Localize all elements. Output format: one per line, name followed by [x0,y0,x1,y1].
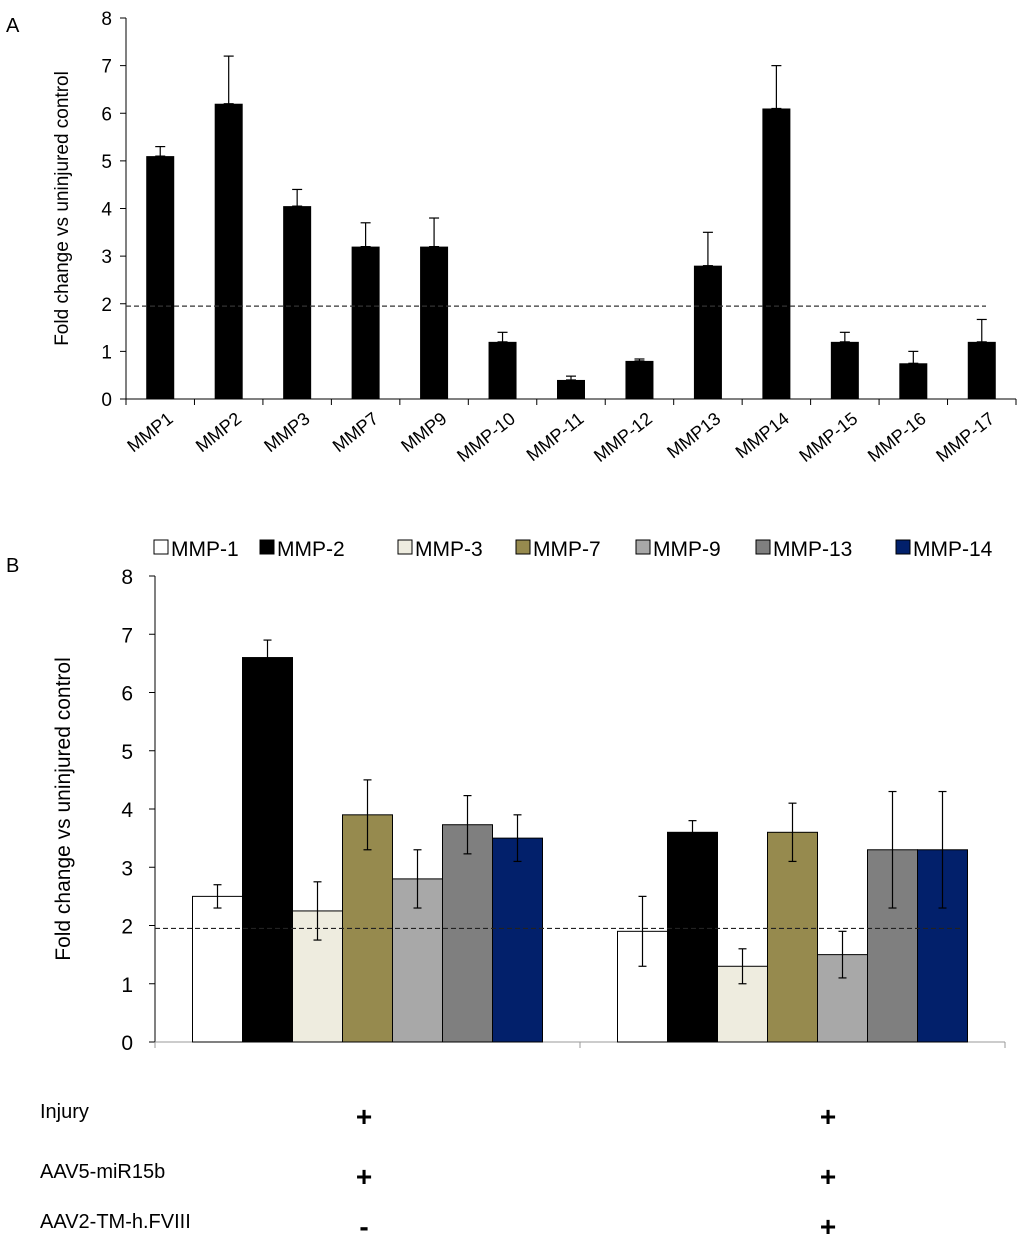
y-tick-label-a: 2 [101,295,112,316]
y-tick-label-b: 2 [121,916,133,939]
x-tick-label-mmp-10: MMP-10 [453,408,519,466]
bar-mmp9 [420,246,449,399]
x-tick-label-mmp-12: MMP-12 [590,408,656,466]
x-tick-label-mmp-15: MMP-15 [795,408,861,466]
condition-label-aav2-tm-h-fviii: AAV2-TM-h.FVIII [40,1211,191,1233]
chart-b: 0 1 2 3 4 5 6 7 8 Fold change vs uninjured contro… [40,538,1006,1242]
bar-mmp3 [283,206,312,399]
bar-mmp-15 [830,341,859,399]
bar-mmp-2-group-2 [667,831,718,1043]
bar-mmp-14-group-1 [492,837,543,1043]
legend-label-mmp-14: MMP-14 [913,538,993,561]
legend-label-mmp-7: MMP-7 [533,538,601,561]
condition-mark-injury-2: + [820,1101,836,1132]
legend-label-mmp-9: MMP-9 [653,538,721,561]
legend-swatch-mmp-7 [515,539,531,555]
y-tick-label-a: 1 [101,342,112,363]
legend-label-mmp-2: MMP-2 [277,538,345,561]
bar-mmp-10 [488,341,517,399]
condition-mark-aav2-tm-h-fviii-2: + [820,1211,836,1242]
bar-mmp-1-group-1 [192,895,243,1043]
bar-mmp-3-group-1 [292,910,343,1043]
x-tick-label-mmp2: MMP2 [192,408,245,456]
condition-mark-aav5-mir15b-2: + [820,1161,836,1192]
y-tick-label-b: 7 [121,624,133,647]
legend-swatch-mmp-9 [635,539,651,555]
legend-swatch-mmp-3 [397,539,413,555]
panel-b-label: B [6,555,19,577]
legend-label-mmp-1: MMP-1 [171,538,239,561]
bar-mmp-12 [625,360,654,399]
legend-label-mmp-13: MMP-13 [773,538,852,561]
x-tick-label-mmp-16: MMP-16 [864,408,930,466]
bar-mmp14 [762,108,791,400]
x-tick-label-mmp7: MMP7 [329,408,382,456]
y-tick-label-b: 8 [121,566,133,589]
x-tick-label-mmp3: MMP3 [260,408,313,456]
x-tick-label-mmp-17: MMP-17 [932,408,998,466]
legend-swatch-mmp-2 [259,539,275,555]
legend-swatch-mmp-14 [895,539,911,555]
y-tick-label-b: 6 [121,683,133,706]
x-tick-label-mmp-11: MMP-11 [523,408,588,465]
condition-mark-injury-1: + [356,1101,372,1132]
y-tick-label-b: 0 [121,1032,133,1055]
bar-mmp-16 [899,363,928,399]
bar-mmp2 [214,103,243,399]
bar-mmp-13-group-1 [442,824,493,1043]
bar-mmp7 [351,246,380,399]
legend-swatch-mmp-13 [755,539,771,555]
legend-label-mmp-3: MMP-3 [415,538,483,561]
bar-mmp13 [693,265,722,399]
bar-mmp-17 [967,341,996,399]
y-tick-label-b: 5 [121,741,133,764]
condition-mark-aav5-mir15b-1: + [356,1161,372,1192]
bar-mmp1 [146,156,175,399]
bar-mmp-11 [557,379,585,399]
y-tick-label-b: 1 [121,974,133,997]
y-axis-title-b: Fold change vs uninjured control [52,657,75,961]
y-tick-label-a: 5 [101,152,112,173]
x-tick-label-mmp1: MMP1 [123,408,176,456]
condition-label-injury: Injury [40,1101,89,1123]
y-tick-label-a: 0 [101,390,112,411]
condition-mark-aav2-tm-h-fviii-1: - [359,1211,368,1242]
chart-a: 0 1 2 3 4 5 6 7 8 Fold change vs uninjured contro… [52,9,1017,466]
y-tick-label-a: 4 [101,200,112,221]
y-tick-label-a: 6 [101,104,112,125]
y-tick-label-a: 7 [101,57,112,78]
condition-label-aav5-mir15b: AAV5-miR15b [40,1161,165,1183]
legend-swatch-mmp-1 [153,539,169,555]
y-axis-title-a: Fold change vs uninjured control [52,71,73,346]
x-tick-label-mmp14: MMP14 [732,408,793,462]
bar-mmp-2-group-1 [242,657,293,1043]
y-tick-label-b: 4 [121,799,133,822]
y-tick-label-a: 3 [101,247,112,268]
x-tick-label-mmp13: MMP13 [663,408,724,462]
bar-mmp-7-group-2 [767,831,818,1043]
panel-a-label: A [6,15,20,37]
y-tick-label-a: 8 [101,9,112,30]
x-tick-label-mmp9: MMP9 [397,408,450,456]
y-tick-label-b: 3 [121,857,133,880]
